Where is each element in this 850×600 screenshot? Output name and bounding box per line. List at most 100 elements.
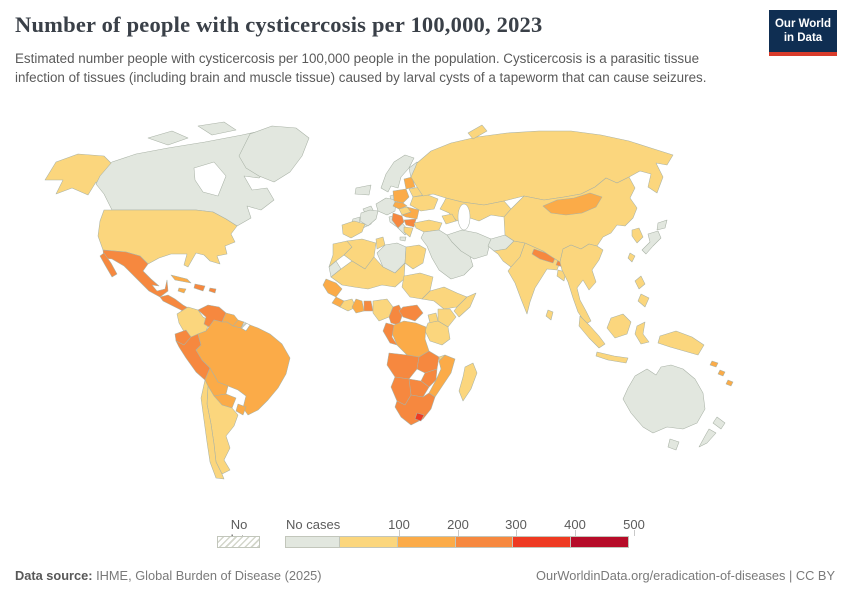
legend-tickmark bbox=[458, 530, 459, 536]
owid-logo-line2: in Data bbox=[783, 32, 823, 45]
country-czech-slovakia[interactable] bbox=[392, 201, 408, 210]
legend-tickmark bbox=[634, 530, 635, 536]
legend-seg-300-400[interactable] bbox=[512, 536, 571, 548]
country-drc[interactable] bbox=[391, 320, 430, 358]
legend-tickmark bbox=[575, 530, 576, 536]
country-japan-honshu[interactable] bbox=[641, 230, 662, 255]
legend-seg-200-300[interactable] bbox=[455, 536, 513, 548]
legend-tick-400: 400 bbox=[564, 517, 586, 532]
page-title: Number of people with cysticercosis per … bbox=[15, 12, 543, 37]
world-choropleth-map[interactable] bbox=[0, 118, 850, 510]
country-poland[interactable] bbox=[392, 188, 410, 204]
country-greece[interactable] bbox=[403, 226, 414, 238]
footer: Data source: IHME, Global Burden of Dise… bbox=[15, 568, 835, 583]
country-spain-portugal[interactable] bbox=[341, 220, 366, 239]
country-melanesia[interactable] bbox=[709, 360, 719, 368]
country-angola[interactable] bbox=[386, 352, 420, 380]
legend-seg-0-100[interactable] bbox=[339, 536, 398, 548]
footer-link[interactable]: OurWorldinData.org/eradication-of-diseas… bbox=[536, 568, 835, 583]
country-togo-benin[interactable] bbox=[363, 300, 374, 312]
country-balkans[interactable] bbox=[391, 212, 405, 229]
legend-seg-400-500[interactable] bbox=[570, 536, 629, 548]
country-sri-lanka[interactable] bbox=[545, 309, 554, 321]
country-arctic-islands[interactable] bbox=[147, 130, 189, 146]
country-mexico-baja[interactable] bbox=[99, 252, 118, 278]
country-brazil[interactable] bbox=[195, 319, 291, 416]
country-central-asia[interactable] bbox=[439, 197, 512, 222]
legend-seg-no-cases[interactable] bbox=[285, 536, 340, 548]
country-kenya[interactable] bbox=[437, 308, 457, 328]
country-romania[interactable] bbox=[401, 206, 420, 220]
country-tanzania[interactable] bbox=[424, 320, 451, 346]
country-novaya-zemlya[interactable] bbox=[467, 124, 488, 140]
country-uruguay[interactable] bbox=[235, 403, 247, 416]
country-ghana[interactable] bbox=[351, 298, 365, 314]
country-sahel[interactable] bbox=[330, 256, 406, 290]
legend-tick-100: 100 bbox=[388, 517, 410, 532]
country-zimbabwe[interactable] bbox=[420, 368, 438, 388]
owid-logo-line1: Our World bbox=[774, 18, 831, 30]
country-indonesia-sumatra[interactable] bbox=[578, 315, 606, 349]
legend-tick-300: 300 bbox=[505, 517, 527, 532]
country-iran[interactable] bbox=[446, 229, 492, 260]
country-puerto-rico[interactable] bbox=[208, 287, 217, 294]
country-melanesia[interactable] bbox=[717, 369, 726, 377]
country-cuba[interactable] bbox=[170, 274, 192, 284]
country-indonesia-borneo[interactable] bbox=[606, 313, 632, 339]
country-france[interactable] bbox=[359, 209, 379, 227]
country-chile[interactable] bbox=[200, 379, 225, 480]
country-china[interactable] bbox=[503, 176, 638, 263]
country-jamaica[interactable] bbox=[177, 287, 187, 294]
country-arctic-islands[interactable] bbox=[197, 121, 237, 136]
country-lesotho[interactable] bbox=[414, 412, 425, 422]
data-source: Data source: IHME, Global Burden of Dise… bbox=[15, 568, 322, 583]
country-sicily[interactable] bbox=[399, 236, 407, 242]
country-south-africa[interactable] bbox=[394, 392, 436, 426]
legend-tick-500: 500 bbox=[623, 517, 645, 532]
country-australia[interactable] bbox=[622, 364, 706, 434]
country-philippines[interactable] bbox=[634, 275, 646, 290]
country-tasmania[interactable] bbox=[667, 438, 680, 451]
data-source-text: IHME, Global Burden of Disease (2025) bbox=[92, 568, 322, 583]
country-central-african-republic[interactable] bbox=[398, 304, 424, 322]
country-new-zealand-north[interactable] bbox=[712, 416, 726, 430]
country-mexico[interactable] bbox=[102, 249, 169, 298]
country-japan-hokkaido[interactable] bbox=[656, 219, 668, 231]
hudson-bay bbox=[193, 161, 227, 197]
owid-logo[interactable]: Our World in Data bbox=[769, 10, 837, 56]
legend-no-data-swatch[interactable] bbox=[217, 536, 260, 548]
country-mongolia[interactable] bbox=[542, 192, 603, 216]
legend-seg-100-200[interactable] bbox=[397, 536, 456, 548]
legend-color-bar bbox=[285, 536, 629, 548]
country-russia[interactable] bbox=[410, 130, 674, 206]
page-subtitle: Estimated number people with cysticercos… bbox=[15, 51, 707, 85]
country-egypt[interactable] bbox=[404, 244, 427, 270]
country-indonesia-sulawesi[interactable] bbox=[634, 321, 650, 345]
country-se-asia[interactable] bbox=[559, 243, 604, 325]
country-baltics[interactable] bbox=[403, 176, 416, 190]
legend-tickmark bbox=[399, 530, 400, 536]
country-indonesia-java[interactable] bbox=[595, 351, 629, 364]
legend-tick-200: 200 bbox=[447, 517, 469, 532]
country-hispaniola[interactable] bbox=[193, 283, 206, 292]
country-somalia[interactable] bbox=[453, 292, 477, 318]
country-new-zealand-south[interactable] bbox=[698, 428, 717, 448]
caspian-sea bbox=[457, 203, 471, 231]
country-ivory-coast[interactable] bbox=[339, 298, 357, 312]
legend-no-cases-label: No cases bbox=[286, 517, 341, 532]
country-caucasus[interactable] bbox=[441, 213, 457, 225]
legend-tickmark bbox=[516, 530, 517, 536]
country-greenland[interactable] bbox=[238, 125, 310, 183]
country-melanesia[interactable] bbox=[725, 379, 734, 387]
country-korea[interactable] bbox=[631, 227, 644, 244]
country-iceland[interactable] bbox=[354, 184, 372, 196]
country-philippines-south[interactable] bbox=[637, 293, 650, 308]
country-central-europe[interactable] bbox=[375, 197, 397, 216]
country-bulgaria[interactable] bbox=[403, 218, 417, 228]
country-gabon-congo[interactable] bbox=[382, 322, 398, 346]
country-new-guinea[interactable] bbox=[657, 330, 705, 356]
country-madagascar[interactable] bbox=[458, 362, 478, 402]
data-source-label: Data source: bbox=[15, 568, 93, 583]
country-taiwan[interactable] bbox=[627, 252, 636, 263]
